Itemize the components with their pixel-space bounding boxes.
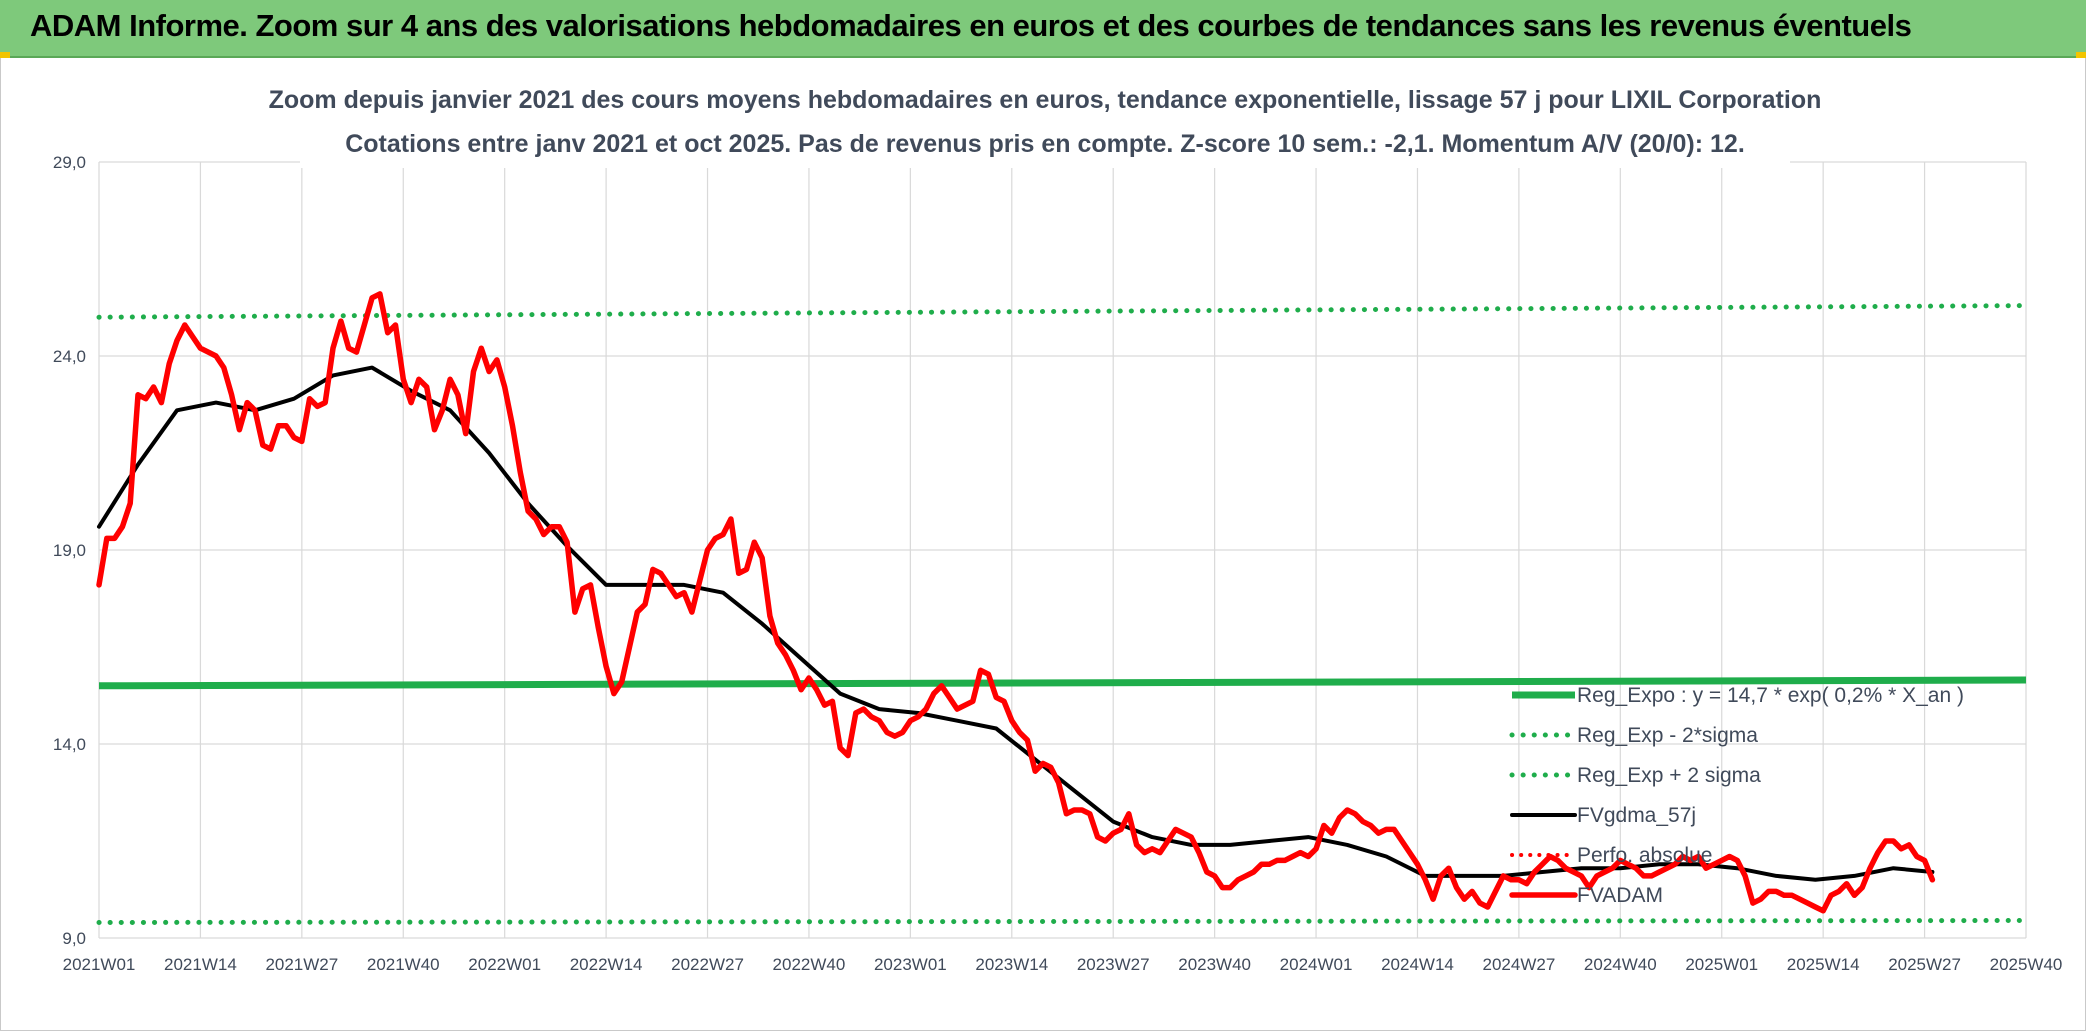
x-tick-label: 2022W27 (671, 955, 744, 974)
chart-subtitle: Cotations entre janv 2021 et oct 2025. P… (345, 130, 1745, 158)
legend-label-reg-exp-2-sigma: Reg_Exp - 2*sigma (1577, 724, 1758, 747)
series (96, 291, 2029, 925)
y-tick-label: 19,0 (53, 541, 86, 560)
series-line-fvgdma-57j (97, 365, 1935, 882)
chart-title: Zoom depuis janvier 2021 des cours moyen… (269, 86, 1822, 114)
y-tick-label: 29,0 (53, 153, 86, 172)
x-tick-label: 2024W01 (1280, 955, 1353, 974)
x-tick-label: 2022W14 (570, 955, 643, 974)
y-tick-label: 9,0 (62, 929, 86, 948)
x-tick-label: 2022W01 (468, 955, 541, 974)
legend-label-fvgdma-57j: FVgdma_57j (1577, 804, 1696, 827)
x-axis: 2021W01 2021W14 2021W27 2021W40 2022W01 2022W… (63, 955, 2063, 974)
grid (98, 73, 2027, 939)
x-tick-label: 2021W27 (265, 955, 338, 974)
x-tick-label: 2023W14 (975, 955, 1048, 974)
series-line-reg-exp-2-sigma (96, 303, 2029, 320)
series-line-fvadam (96, 291, 1936, 914)
legend-label-perfo-absolue: Perfo. absolue (1577, 844, 1712, 867)
legend: Reg_Expo : y = 14,7 * exp( 0,2% * X_an )… (1509, 684, 1964, 907)
legend-label-reg-exp-2-sigma: Reg_Exp + 2 sigma (1577, 764, 1761, 787)
y-axis: 9,0 14,0 19,0 24,0 29,0 (53, 153, 86, 948)
y-tick-label: 14,0 (53, 735, 86, 754)
x-tick-label: 2025W14 (1787, 955, 1860, 974)
legend-label-fvadam: FVADAM (1577, 884, 1663, 907)
y-tick-label: 24,0 (53, 347, 86, 366)
x-tick-label: 2024W14 (1381, 955, 1454, 974)
x-tick-label: 2021W40 (367, 955, 440, 974)
x-tick-label: 2025W01 (1685, 955, 1758, 974)
x-tick-label: 2024W40 (1584, 955, 1657, 974)
series-line-reg-expo-y-14-7-exp-0-2-x-an (98, 676, 2027, 690)
x-tick-label: 2025W27 (1888, 955, 1961, 974)
x-tick-label: 2021W14 (164, 955, 237, 974)
x-tick-label: 2025W40 (1990, 955, 2063, 974)
corner-mark-left (0, 52, 10, 58)
title-backdrop (300, 73, 1790, 168)
report-title: ADAM Informe. Zoom sur 4 ans des valoris… (30, 8, 1912, 43)
report-banner: ADAM Informe. Zoom sur 4 ans des valoris… (0, 0, 2086, 58)
x-tick-label: 2023W27 (1077, 955, 1150, 974)
x-tick-label: 2021W01 (63, 955, 136, 974)
x-tick-label: 2023W40 (1178, 955, 1251, 974)
x-tick-label: 2024W27 (1483, 955, 1556, 974)
corner-mark-right (2076, 52, 2086, 58)
line-chart: Zoom depuis janvier 2021 des cours moyen… (53, 73, 2063, 974)
series-line-reg-exp-2-sigma (96, 918, 2029, 925)
x-tick-label: 2023W01 (874, 955, 947, 974)
legend-label-reg-expo-y-14-7-exp-0-2-x-an: Reg_Expo : y = 14,7 * exp( 0,2% * X_an ) (1577, 684, 1964, 707)
x-tick-label: 2022W40 (773, 955, 846, 974)
